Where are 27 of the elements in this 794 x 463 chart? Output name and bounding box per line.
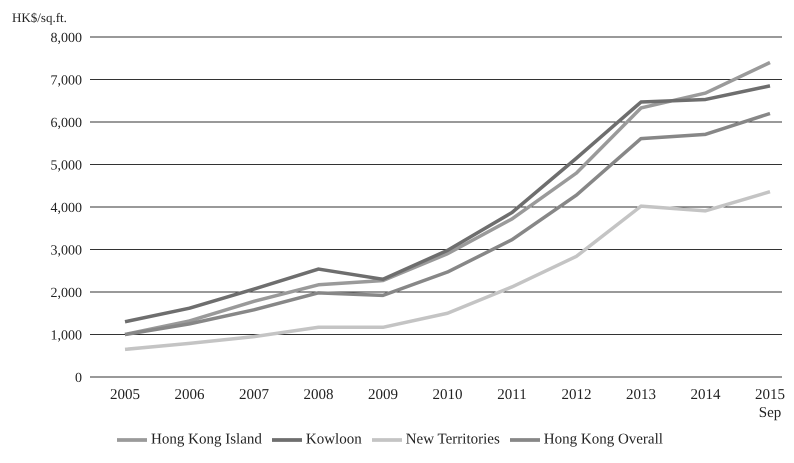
x-tick-label: 2013 xyxy=(626,387,656,403)
y-tick-label: 7,000 xyxy=(50,73,82,88)
x-tick-label: 2012 xyxy=(562,387,592,403)
x-tick-label: 2015 Sep xyxy=(755,387,785,421)
y-tick-label: 8,000 xyxy=(50,30,82,46)
x-tick-label: 2006 xyxy=(174,387,205,403)
line-series xyxy=(123,112,772,336)
y-tick-label: 0 xyxy=(75,370,82,386)
x-tick-label: 2010 xyxy=(432,387,462,403)
legend-label: New Territories xyxy=(406,431,500,448)
line-series xyxy=(123,190,772,352)
legend-label: Hong Kong Island xyxy=(151,431,262,448)
x-tick-label: 2007 xyxy=(239,387,270,403)
y-tick-label: 1,000 xyxy=(50,328,82,344)
y-axis-title: HK$/sq.ft. xyxy=(12,10,67,26)
x-tick-label: 2009 xyxy=(368,387,398,403)
y-tick-label: 4,000 xyxy=(50,200,82,216)
y-tick-label: 2,000 xyxy=(50,286,82,301)
legend-label: Kowloon xyxy=(306,431,362,448)
y-tick-label: 5,000 xyxy=(50,158,82,174)
y-tick-label: 6,000 xyxy=(50,116,82,131)
y-tick-label: 3,000 xyxy=(50,243,82,258)
x-tick-label: 2011 xyxy=(497,387,527,403)
legend-label: Hong Kong Overall xyxy=(544,431,663,448)
x-tick-label: 2005 xyxy=(110,387,140,403)
x-tick-label: 2014 xyxy=(690,387,721,403)
x-tick-label: 2008 xyxy=(304,387,334,403)
